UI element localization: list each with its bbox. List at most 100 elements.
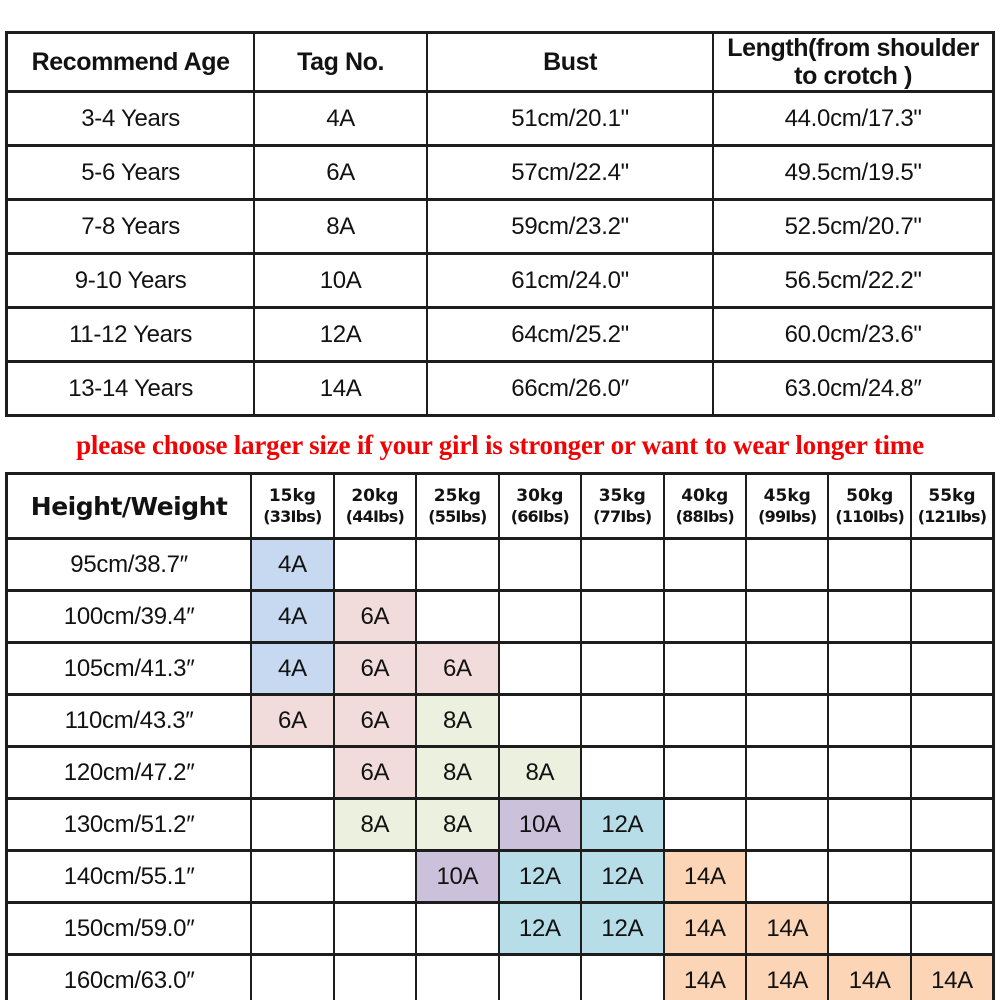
size-tag-cell: 14A (662, 953, 748, 1000)
empty-cell (909, 589, 995, 644)
bust-cell: 66cm/26.0″ (425, 360, 715, 417)
empty-cell (415, 953, 500, 1000)
size-tag-cell: 14A (744, 901, 830, 956)
weight-lbs-label: (110Ibs) (835, 506, 904, 526)
weight-header-cell: 45kg (99Ibs) (744, 472, 830, 540)
height-cell: 100cm/39.4″ (5, 589, 253, 644)
weight-kg-label: 40kg (681, 485, 729, 506)
size-tag-cell: 6A (332, 589, 418, 644)
size-tag-cell: 8A (332, 797, 418, 852)
empty-cell (332, 849, 418, 904)
matrix-row: 160cm/63.0″ 14A 14A 14A 14A (5, 953, 995, 1000)
empty-cell (332, 537, 418, 592)
weight-kg-label: 55kg (928, 485, 976, 506)
height-cell: 105cm/41.3″ (5, 641, 253, 696)
empty-cell (909, 641, 995, 696)
tag-no-cell: 6A (253, 144, 428, 201)
empty-cell (909, 537, 995, 592)
bust-cell: 51cm/20.1" (425, 90, 715, 147)
size-tag-cell: 6A (250, 693, 335, 748)
size-tag-cell: 10A (497, 797, 583, 852)
empty-cell (909, 797, 995, 852)
size-table: Recommend Age Tag No. Bust Length(from shou… (5, 31, 995, 417)
weight-lbs-label: (99Ibs) (758, 506, 817, 526)
empty-cell (827, 849, 912, 904)
empty-cell (250, 797, 335, 852)
age-cell: 9-10 Years (5, 252, 256, 309)
height-cell: 150cm/59.0″ (5, 901, 253, 956)
weight-header-cell: 25kg (55Ibs) (415, 472, 500, 540)
empty-cell (497, 589, 583, 644)
size-table-row: 3-4 Years 4A 51cm/20.1" 44.0cm/17.3" (5, 90, 995, 147)
empty-cell (827, 589, 912, 644)
tag-no-cell: 4A (253, 90, 428, 147)
empty-cell (250, 953, 335, 1000)
tag-no-cell: 14A (253, 360, 428, 417)
age-cell: 5-6 Years (5, 144, 256, 201)
empty-cell (744, 745, 830, 800)
weight-lbs-label: (88Ibs) (675, 506, 735, 526)
size-tag-cell: 8A (415, 797, 500, 852)
weight-kg-label: 30kg (516, 485, 564, 506)
empty-cell (580, 745, 665, 800)
matrix-row: 120cm/47.2″ 6A 8A 8A (5, 745, 995, 800)
empty-cell (744, 589, 830, 644)
tag-no-cell: 8A (253, 198, 428, 255)
bust-cell: 59cm/23.2" (425, 198, 715, 255)
empty-cell (580, 953, 665, 1000)
size-tag-cell: 4A (250, 641, 335, 696)
empty-cell (827, 797, 912, 852)
size-tag-cell: 14A (662, 849, 748, 904)
weight-kg-label: 45kg (763, 485, 811, 506)
size-tag-cell: 12A (497, 849, 583, 904)
empty-cell (332, 901, 418, 956)
matrix-row: 100cm/39.4″ 4A 6A (5, 589, 995, 644)
height-weight-corner-cell: Height/Weight (5, 472, 253, 540)
size-table-row: 13-14 Years 14A 66cm/26.0″ 63.0cm/24.8″ (5, 360, 995, 417)
weight-kg-label: 15kg (268, 485, 316, 506)
matrix-row: 140cm/55.1″ 10A 12A 12A 14A (5, 849, 995, 904)
bust-cell: 64cm/25.2" (425, 306, 715, 363)
weight-header-cell: 40kg (88Ibs) (662, 472, 748, 540)
length-cell: 56.5cm/22.2" (712, 252, 995, 309)
empty-cell (332, 953, 418, 1000)
size-table-header-row: Recommend Age Tag No. Bust Length(from shou… (5, 31, 995, 93)
empty-cell (415, 901, 500, 956)
size-tag-cell: 6A (332, 693, 418, 748)
size-table-header-tag-no-cell: Tag No. (253, 31, 428, 93)
matrix-row: 110cm/43.3″ 6A 6A 8A (5, 693, 995, 748)
size-table-header-length-cell: Length(from shoulder to crotch ) (712, 31, 995, 93)
weight-header-cell: 30kg (66Ibs) (497, 472, 583, 540)
weight-kg-label: 50kg (846, 485, 894, 506)
height-weight-table: Height/Weight 15kg (33Ibs) 20kg (44Ibs) 25kg… (5, 472, 995, 1000)
age-cell: 7-8 Years (5, 198, 256, 255)
size-tag-cell: 12A (580, 901, 665, 956)
size-tag-cell: 4A (250, 537, 335, 592)
matrix-row: 95cm/38.7″ 4A (5, 537, 995, 592)
empty-cell (415, 537, 500, 592)
size-tag-cell: 4A (250, 589, 335, 644)
size-table-row: 11-12 Years 12A 64cm/25.2" 60.0cm/23.6" (5, 306, 995, 363)
empty-cell (827, 537, 912, 592)
size-table-header-age-cell: Recommend Age (5, 31, 256, 93)
size-table-row: 5-6 Years 6A 57cm/22.4" 49.5cm/19.5" (5, 144, 995, 201)
height-cell: 120cm/47.2″ (5, 745, 253, 800)
size-tag-cell: 6A (332, 745, 418, 800)
weight-lbs-label: (55Ibs) (428, 506, 487, 526)
empty-cell (662, 641, 748, 696)
empty-cell (250, 901, 335, 956)
empty-cell (497, 693, 583, 748)
size-tag-cell: 12A (580, 849, 665, 904)
length-cell: 63.0cm/24.8″ (712, 360, 995, 417)
weight-header-cell: 55kg (121Ibs) (909, 472, 995, 540)
height-cell: 130cm/51.2″ (5, 797, 253, 852)
weight-kg-label: 20kg (351, 485, 399, 506)
size-tag-cell: 10A (415, 849, 500, 904)
empty-cell (827, 693, 912, 748)
empty-cell (580, 693, 665, 748)
age-cell: 13-14 Years (5, 360, 256, 417)
empty-cell (909, 849, 995, 904)
size-tag-cell: 12A (497, 901, 583, 956)
empty-cell (827, 745, 912, 800)
